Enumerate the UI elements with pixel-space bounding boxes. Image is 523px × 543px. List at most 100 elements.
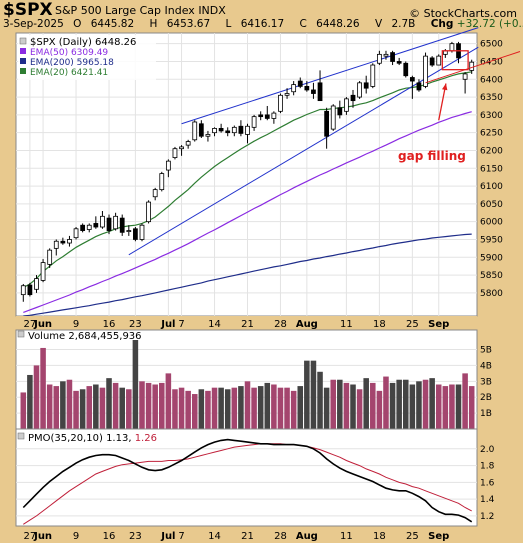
- volume-bar: [211, 387, 218, 429]
- pmo-y-axis: 1.2 1.4 1.6 1.8 2.0: [480, 445, 495, 522]
- volume-bar: [119, 387, 125, 429]
- price-tick-label: 5850: [480, 271, 503, 281]
- price-panel-bg: [15, 32, 478, 317]
- volume-bar: [435, 384, 442, 429]
- volume-bar: [139, 381, 145, 429]
- candle-body: [363, 82, 369, 89]
- date-tick-label: 28: [274, 319, 287, 330]
- candle-body: [337, 107, 343, 116]
- volume-bar: [132, 340, 139, 429]
- price-tick-label: 6150: [480, 164, 503, 174]
- date-tick-label: 11: [340, 319, 353, 330]
- volume-tick-label: 1B: [480, 409, 492, 419]
- volume-bar: [383, 376, 389, 429]
- volume-bar: [60, 381, 66, 429]
- volume-tick-label: 5B: [480, 346, 492, 356]
- volume-bar: [126, 389, 132, 429]
- candle-body: [449, 43, 455, 52]
- date-tick-label: 9: [73, 531, 79, 542]
- price-tick-label: 5950: [480, 235, 503, 245]
- volume-tick-label: 4B: [480, 361, 492, 371]
- ema50-line: [23, 111, 472, 313]
- quote-date: 3-Sep-2025: [3, 18, 64, 30]
- candle-body: [67, 239, 72, 244]
- volume-bar: [449, 384, 455, 429]
- quote-high: H 6453.67: [149, 18, 211, 30]
- volume-bar: [317, 371, 323, 429]
- candle-body: [297, 80, 303, 87]
- candle-body: [40, 262, 46, 281]
- candle-body: [462, 73, 468, 80]
- pmo-legend: PMO(35,20,10) 1.13, 1.26: [28, 433, 157, 444]
- legend-ema20: EMA(20) 6421.41: [30, 68, 108, 78]
- quote-open: O 6445.82: [73, 18, 135, 30]
- candle-body: [403, 62, 409, 77]
- candle-body: [324, 110, 330, 137]
- date-tick-label: 23: [129, 531, 142, 542]
- date-axis-strip: [16, 316, 477, 330]
- price-tick-label: 6100: [480, 182, 503, 192]
- candle-body: [238, 125, 244, 134]
- volume-bar: [73, 390, 79, 429]
- candle-body: [304, 85, 310, 91]
- candle-body: [133, 228, 138, 240]
- price-tick-label: 5800: [480, 289, 503, 299]
- volume-bar: [53, 386, 60, 429]
- legend-price: $SPX (Daily) 6448.26: [30, 37, 136, 48]
- chart-header: $SPX S&P 500 Large Cap Index INDX © Stoc…: [0, 0, 523, 34]
- volume-bar: [33, 365, 40, 429]
- volume-bar: [310, 360, 317, 429]
- volume-bar: [191, 394, 198, 429]
- volume-bar: [343, 382, 350, 429]
- candle-body: [396, 61, 402, 64]
- candle-body: [27, 284, 33, 296]
- candle-body: [139, 224, 145, 240]
- candle-body: [344, 98, 349, 112]
- date-tick-label: 23: [129, 319, 142, 330]
- candle-body: [469, 61, 475, 71]
- candle-body: [370, 64, 376, 87]
- volume-bar: [165, 373, 172, 429]
- candle-body: [357, 82, 362, 98]
- volume-bar: [20, 392, 27, 429]
- candle-body: [93, 223, 99, 228]
- date-tick-label: 14: [208, 531, 221, 542]
- date-tick-label: 21: [241, 319, 254, 330]
- ema50-series: [23, 111, 472, 313]
- gap-annotation: [425, 50, 521, 121]
- date-tick-label: 28: [274, 531, 287, 542]
- volume-bar: [251, 387, 257, 429]
- gap-reference-line: [425, 51, 521, 84]
- date-tick-label: Aug: [296, 531, 318, 542]
- candle-body: [311, 89, 316, 94]
- candle-body: [106, 217, 112, 231]
- volume-bar: [106, 378, 112, 429]
- candle-body: [264, 114, 270, 119]
- volume-bar: [178, 387, 185, 429]
- price-tick-label: 6500: [480, 40, 503, 50]
- candle-body: [80, 224, 86, 231]
- ema20-line: [23, 71, 472, 289]
- pmo-tick-label: 1.6: [480, 478, 495, 488]
- volume-bar: [66, 379, 73, 429]
- candle-body: [317, 82, 323, 102]
- candle-body: [423, 55, 428, 87]
- candle-body: [159, 173, 165, 191]
- volume-bar: [402, 379, 409, 429]
- candle-body: [409, 77, 415, 82]
- date-tick-label: 9: [73, 319, 79, 330]
- volume-bar: [284, 387, 290, 429]
- instrument-name: S&P 500 Large Cap Index INDX: [55, 4, 226, 17]
- volume-bar: [231, 387, 238, 429]
- candle-body: [225, 130, 231, 134]
- date-tick-label: 18: [373, 319, 386, 330]
- stockcharts-logo[interactable]: © StockCharts.com: [409, 7, 517, 20]
- volume-bar: [152, 384, 158, 429]
- volume-bar: [112, 382, 119, 429]
- volume-bar: [257, 386, 264, 429]
- candle-body: [271, 112, 277, 119]
- candle-body: [330, 105, 336, 130]
- date-tick-label: 25: [406, 319, 419, 330]
- volume-tick-label: 3B: [480, 377, 492, 387]
